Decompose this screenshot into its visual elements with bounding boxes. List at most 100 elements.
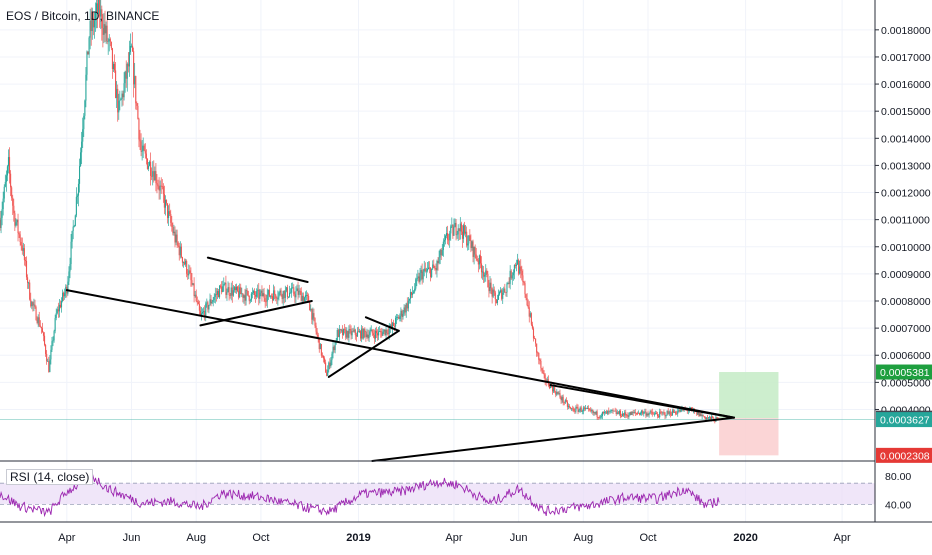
candle-body — [84, 100, 86, 116]
candle-body — [0, 219, 1, 229]
candle-body — [565, 400, 567, 402]
candle-body — [471, 241, 473, 248]
candle-body — [204, 310, 206, 317]
time-axis-label: Jun — [123, 532, 141, 544]
candle-body — [378, 331, 380, 336]
candle-body — [336, 330, 338, 341]
candle-body — [5, 175, 7, 182]
price-axis[interactable]: 0.0018000 0.0017000 0.0016000 0.0015000 0.00… — [875, 25, 931, 417]
candle-body — [23, 248, 25, 261]
candle-body — [303, 297, 305, 302]
candle-body — [141, 151, 143, 152]
price-tick-label: 0.0013000 — [881, 160, 931, 172]
candle-body — [12, 197, 14, 206]
candle-body — [560, 397, 562, 401]
candle-body — [305, 295, 308, 296]
candle-body — [334, 341, 336, 351]
candle-body — [647, 413, 649, 416]
candle-body — [322, 355, 325, 359]
candle-body — [452, 225, 454, 236]
candle-body — [470, 240, 472, 248]
candle-body — [196, 301, 198, 302]
candle-body — [530, 313, 532, 325]
candle-body — [585, 408, 588, 409]
candle-body — [535, 338, 537, 344]
candle-body — [70, 241, 72, 265]
candle-body — [237, 286, 239, 292]
candle-body — [318, 337, 320, 350]
candle-body — [349, 329, 351, 330]
price-tick-label: 0.0009000 — [881, 269, 931, 281]
candle-body — [440, 249, 442, 256]
candle-body — [412, 293, 414, 295]
candle-body — [618, 410, 620, 414]
candle-body — [425, 270, 427, 272]
candle-body — [369, 331, 371, 335]
candle-body — [449, 233, 451, 240]
candle-body — [597, 416, 599, 418]
candle-body — [284, 290, 286, 299]
candle-body — [350, 329, 352, 336]
candle-body — [231, 287, 233, 296]
candle-body — [3, 186, 5, 199]
position-zones — [719, 372, 779, 456]
candle-body — [200, 313, 203, 316]
candle-body — [78, 166, 81, 184]
candle-body — [503, 288, 505, 293]
rsi-axis[interactable]: 80.00 40.00 — [885, 471, 911, 511]
candle-body — [559, 393, 561, 398]
candle-body — [393, 325, 396, 327]
candle-body — [390, 324, 392, 328]
candle-body — [69, 264, 71, 272]
candle-body — [30, 299, 32, 307]
candle-body — [476, 258, 478, 261]
candle-body — [513, 264, 515, 273]
candle-body — [269, 295, 272, 297]
candle-body — [2, 198, 4, 210]
candle-body — [178, 245, 180, 256]
candle-body — [450, 226, 452, 234]
candle-body — [53, 331, 55, 341]
candle-body — [531, 324, 533, 329]
candle-body — [294, 294, 296, 298]
rsi-axis-label: 40.00 — [885, 499, 911, 511]
time-axis[interactable]: Apr Jun Aug Oct 2019 Apr Jun Aug Oct 2020 Apr — [58, 532, 851, 544]
candle-body — [268, 289, 270, 297]
candle-body — [455, 222, 457, 236]
candle-body — [486, 270, 488, 275]
candle-body — [75, 196, 77, 216]
candle-body — [36, 320, 38, 323]
candle-body — [165, 199, 168, 204]
candle-body — [264, 298, 266, 302]
candle-body — [616, 412, 618, 415]
candle-body — [700, 413, 702, 417]
candle-body — [37, 317, 39, 323]
candle-body — [391, 322, 393, 328]
candle-body — [10, 173, 12, 188]
candle-body — [605, 411, 607, 413]
candle-body — [651, 411, 653, 414]
price-badge-label: 0.0002308 — [880, 450, 930, 462]
candle-body — [74, 215, 76, 227]
candle-body — [215, 294, 217, 295]
candle-body — [687, 410, 689, 412]
candle-body — [308, 296, 310, 303]
price-tick-label: 0.0005000 — [881, 377, 931, 389]
candle-body — [333, 346, 335, 351]
candle-body — [650, 411, 652, 413]
candle-body — [716, 417, 718, 418]
rsi-indicator-label[interactable]: RSI (14, close) — [6, 469, 94, 485]
candle-body — [553, 387, 555, 392]
candle-body — [143, 145, 145, 151]
candle-body — [504, 288, 506, 293]
candle-body — [548, 385, 550, 389]
candle-body — [164, 199, 167, 208]
candle-body — [580, 407, 582, 412]
candle-body — [423, 268, 425, 272]
candle-body — [92, 17, 94, 28]
trendlines[interactable] — [65, 256, 735, 462]
candle-body — [73, 226, 75, 227]
candle-body — [81, 141, 83, 153]
candle-body — [134, 76, 136, 85]
